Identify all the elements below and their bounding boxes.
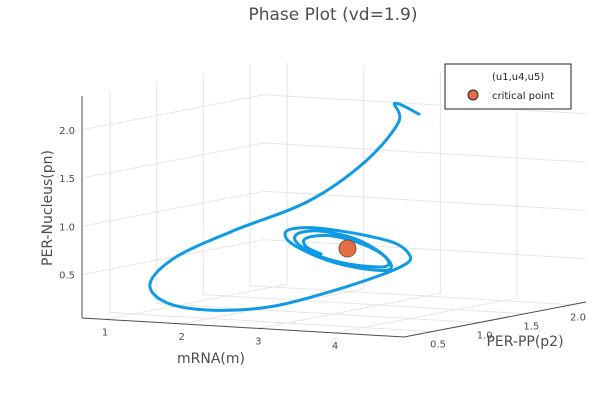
y-axis-line bbox=[403, 301, 587, 338]
y-tick-label: 1.5 bbox=[523, 322, 539, 333]
grid-line-z-side bbox=[81, 94, 265, 131]
legend-label-series-1: (u1,u4,u5) bbox=[492, 72, 544, 83]
x-tick-label: 3 bbox=[255, 336, 261, 347]
x-tick-label: 1 bbox=[102, 327, 108, 338]
grid-line-z-back bbox=[263, 239, 587, 260]
grid-line-z-back bbox=[263, 142, 587, 163]
grid-line-y-floor bbox=[249, 285, 573, 306]
grid-line-z-side bbox=[81, 142, 265, 179]
z-tick-label: 0.5 bbox=[59, 271, 75, 282]
z-axis-label: PER-Nucleus(pn) bbox=[40, 150, 56, 266]
tick-labels: 1 2 3 4 0.5 1.0 1.5 2.0 0.5 1.0 1.5 2.0 bbox=[59, 126, 586, 352]
legend-box bbox=[444, 63, 572, 110]
grid-line-y-floor bbox=[203, 294, 526, 315]
critical-point-marker bbox=[338, 239, 357, 258]
axes bbox=[81, 96, 587, 338]
grid-line-x-floor bbox=[104, 283, 288, 320]
y-axis-label: PER-PP(p2) bbox=[486, 334, 563, 350]
grid-line-z-back bbox=[263, 94, 587, 115]
series bbox=[148, 101, 421, 312]
y-tick-label: 0.5 bbox=[430, 340, 446, 351]
y-tick-label: 2.0 bbox=[570, 313, 586, 324]
grid-line-y-floor bbox=[109, 312, 433, 333]
z-tick-label: 2.0 bbox=[59, 126, 75, 137]
z-tick-label: 1.5 bbox=[59, 174, 75, 185]
chart-title: Phase Plot (vd=1.9) bbox=[248, 5, 417, 25]
y-tick-label: 1.0 bbox=[477, 331, 493, 342]
legend-label-series-2: critical point bbox=[492, 91, 554, 102]
x-axis-line bbox=[81, 317, 405, 338]
legend-marker-critical-point bbox=[467, 89, 479, 101]
x-axis-label: mRNA(m) bbox=[177, 351, 245, 367]
z-tick-label: 1.0 bbox=[59, 222, 75, 233]
grid-line-z-side bbox=[81, 190, 265, 227]
grid-line-z-side bbox=[81, 239, 265, 276]
grid-line-x-floor bbox=[334, 297, 518, 334]
grid-line-x-floor bbox=[258, 292, 441, 329]
trajectory-line bbox=[148, 101, 421, 312]
x-tick-label: 4 bbox=[332, 341, 338, 352]
legend: (u1,u4,u5) critical point bbox=[444, 63, 572, 110]
x-tick-label: 2 bbox=[178, 332, 184, 343]
grid-line-y-floor bbox=[156, 303, 479, 324]
